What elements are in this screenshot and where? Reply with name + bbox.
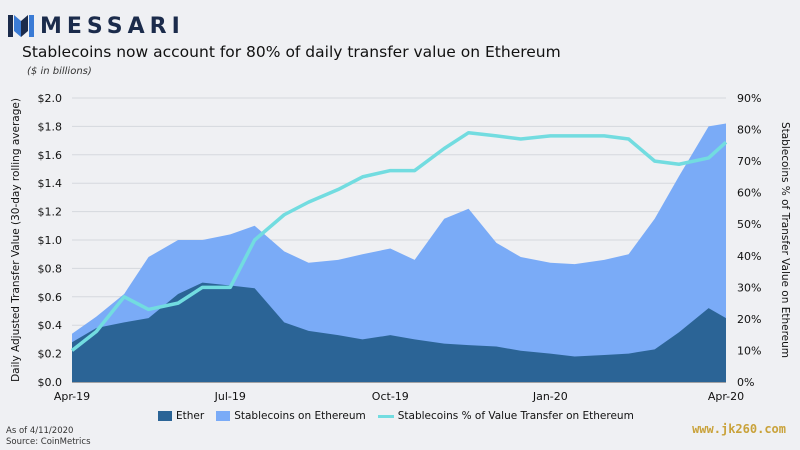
y2-tick-label: 40% [737,250,761,263]
legend-label-stablecoins: Stablecoins on Ethereum [234,410,366,422]
chart-title: Stablecoins now account for 80% of daily… [22,43,561,61]
y-tick-label: $1.6 [38,149,63,162]
legend-swatch-ether [158,411,172,421]
y-axis-label: Daily Adjusted Transfer Value (30-day ro… [10,98,22,382]
y-tick-label: $1.2 [38,206,63,219]
y-tick-label: $1.0 [38,234,63,247]
legend-label-ether: Ether [176,410,205,422]
x-tick-label: Apr-19 [54,390,90,403]
brand-name: MESSARI [40,13,185,39]
x-tick-label: Apr-20 [708,390,744,403]
y-tick-label: $0.6 [38,291,63,304]
footer-as-of: As of 4/11/2020 [6,426,74,436]
y2-tick-label: 0% [737,376,754,389]
y-tick-label: $0.8 [38,262,63,275]
line-series [70,130,728,352]
y2-tick-label: 90% [737,92,761,105]
messari-logo-icon [8,15,34,37]
y-tick-label: $0.2 [38,348,63,361]
y2-tick-label: 30% [737,281,761,294]
y-tick-label: $1.8 [38,120,63,133]
x-tick-label: Oct-19 [372,390,409,403]
y-tick-label: $0.0 [38,376,63,389]
legend: Ether Stablecoins on Ethereum Stablecoin… [158,410,646,422]
y2-tick-label: 10% [737,344,761,357]
footer-source: Source: CoinMetrics [6,437,91,447]
y2-axis-ticks: 0% 10% 20% 30% 40% 50% 60% 70% 80% 90% [737,92,761,389]
y2-tick-label: 20% [737,313,761,326]
y2-tick-label: 70% [737,155,761,168]
y-axis-ticks: $0.0 $0.2 $0.4 $0.6 $0.8 $1.0 $1.2 $1.4 $1.6 $1.8… [38,92,63,389]
legend-item-share-line: Stablecoins % of Value Transfer on Ether… [377,410,634,422]
y-tick-label: $1.4 [38,177,63,190]
y-tick-label: $2.0 [38,92,63,105]
y2-tick-label: 60% [737,187,761,200]
legend-swatch-stablecoins [216,411,231,421]
stablecoin-share-line [70,130,728,352]
legend-swatch-share-line [377,414,394,418]
legend-item-stablecoins: Stablecoins on Ethereum [216,410,366,422]
legend-item-ether: Ether [158,410,204,422]
x-tick-label: Jan-20 [532,390,568,403]
y2-axis-label: Stablecoins % of Transfer Value on Ether… [779,122,791,358]
area-series [72,123,726,382]
legend-label-share-line: Stablecoins % of Value Transfer on Ether… [397,410,634,422]
ether-area [72,282,726,382]
y2-tick-label: 80% [737,124,761,137]
chart-subtitle: ($ in billions) [27,66,92,77]
y2-tick-label: 50% [737,218,761,231]
y-tick-label: $0.4 [38,319,63,332]
brand-logo: MESSARI [8,12,185,40]
x-axis-ticks: Apr-19 Jul-19 Oct-19 Jan-20 Apr-20 [54,390,744,403]
watermark: www.jk260.com [692,422,786,436]
x-tick-label: Jul-19 [214,390,246,403]
